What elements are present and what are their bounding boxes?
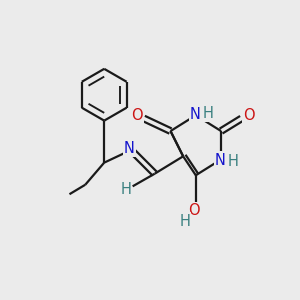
Text: O: O	[131, 108, 142, 123]
Text: N: N	[124, 141, 135, 156]
Text: O: O	[243, 108, 254, 123]
Text: H: H	[202, 106, 213, 121]
Text: N: N	[190, 107, 201, 122]
Text: H: H	[120, 182, 131, 197]
Text: H: H	[179, 214, 190, 229]
Text: N: N	[215, 153, 226, 168]
Text: O: O	[188, 203, 200, 218]
Text: H: H	[228, 154, 238, 169]
